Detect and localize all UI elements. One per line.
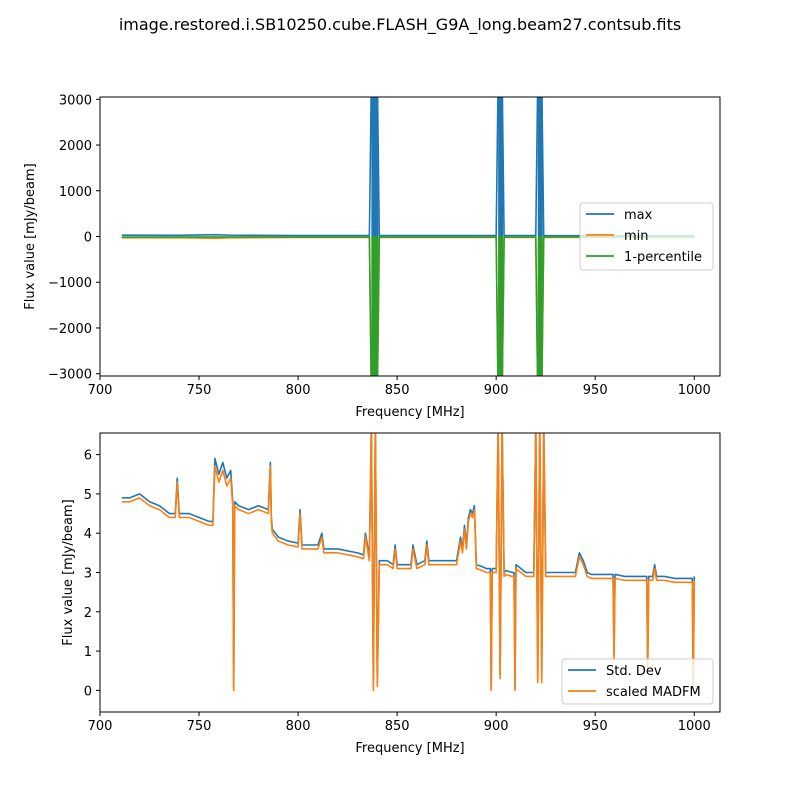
- spike-band: [537, 97, 543, 237]
- legend: Std. Dev scaled MADFM: [561, 658, 714, 705]
- spike-band: [371, 236, 379, 376]
- legend-label: scaled MADFM: [606, 685, 701, 700]
- y-tick-label: −1000: [48, 276, 92, 291]
- x-axis-label: Frequency [MHz]: [355, 741, 464, 756]
- legend-label: max: [624, 208, 653, 223]
- y-tick-label: 6: [84, 449, 92, 464]
- x-tick-label: 950: [583, 383, 608, 398]
- y-axis-label: Flux value [mJy/beam]: [23, 163, 38, 309]
- legend-box: [561, 658, 714, 705]
- x-tick-label: 850: [385, 719, 410, 734]
- y-tick-label: 1: [84, 645, 92, 660]
- series-group: [121, 97, 695, 376]
- legend: max min 1-percentile: [579, 202, 714, 271]
- y-tick-label: 0: [84, 231, 92, 246]
- x-tick-label: 750: [187, 719, 212, 734]
- y-tick-label: 2000: [59, 139, 92, 154]
- x-tick-label: 950: [583, 719, 608, 734]
- x-tick-label: 750: [187, 383, 212, 398]
- x-tick-label: 800: [286, 719, 311, 734]
- x-tick-label: 1000: [678, 383, 711, 398]
- legend-label: Std. Dev: [606, 664, 662, 679]
- legend-box: [579, 202, 714, 271]
- spike-band: [498, 236, 504, 376]
- spike-band: [537, 236, 543, 376]
- y-tick-label: 4: [84, 527, 92, 542]
- x-tick-label: 850: [385, 383, 410, 398]
- x-axis-label: Frequency [MHz]: [355, 405, 464, 420]
- x-tick-label: 900: [484, 383, 509, 398]
- legend-label: min: [624, 229, 649, 244]
- y-tick-label: −3000: [48, 368, 92, 383]
- legend-label: 1-percentile: [624, 250, 702, 265]
- series-line-max: [121, 97, 695, 237]
- y-tick-label: 1000: [59, 185, 92, 200]
- spike-band: [498, 97, 504, 237]
- y-tick-label: 2: [84, 606, 92, 621]
- x-tick-label: 1000: [678, 719, 711, 734]
- series-line-1-percentile: [121, 236, 695, 376]
- y-tick-label: 3: [84, 567, 92, 582]
- x-tick-label: 800: [286, 383, 311, 398]
- top-panel-minmax: 700 750 800 850 900 950 1000 −3000 −2000 −1000 0 10…: [23, 93, 721, 420]
- x-tick-label: 900: [484, 719, 509, 734]
- y-axis-label: Flux value [mJy/beam]: [61, 499, 76, 645]
- spike-band: [371, 97, 379, 237]
- y-tick-label: 3000: [59, 93, 92, 108]
- x-tick-label: 700: [88, 383, 113, 398]
- y-tick-label: 5: [84, 488, 92, 503]
- series-group: [121, 433, 696, 692]
- y-tick-label: 0: [84, 684, 92, 699]
- series-line-scaled-madfm: [121, 433, 696, 692]
- figure-title: image.restored.i.SB10250.cube.FLASH_G9A_…: [119, 15, 681, 35]
- bottom-panel-stddev: 700 750 800 850 900 950 1000 0 1 2 3 4 5 6 Frequency […: [61, 432, 721, 756]
- x-tick-label: 700: [88, 719, 113, 734]
- y-tick-label: −2000: [48, 322, 92, 337]
